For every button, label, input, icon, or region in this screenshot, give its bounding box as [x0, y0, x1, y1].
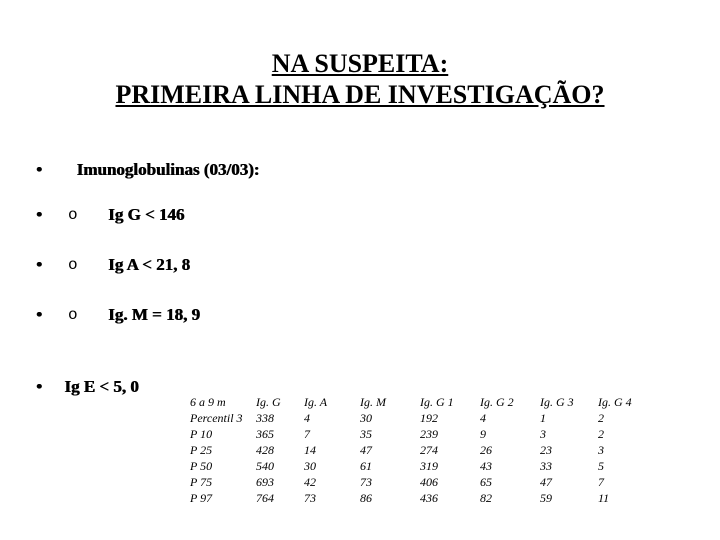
cell: 192	[420, 410, 480, 426]
column-header: Ig. G	[256, 394, 304, 410]
cell: 406	[420, 474, 480, 490]
column-header: Ig. G 3	[540, 394, 598, 410]
cell: 274	[420, 442, 480, 458]
title-line-2: PRIMEIRA LINHA DE INVESTIGAÇÃO?	[115, 80, 604, 109]
row-label: P 97	[190, 490, 256, 506]
section-heading: • Imunoglobulinas (03/03):	[36, 160, 259, 180]
cell: 764	[256, 490, 304, 506]
column-header: Ig. G 1	[420, 394, 480, 410]
cell: 47	[360, 442, 420, 458]
cell: 1	[540, 410, 598, 426]
column-header: Ig. G 2	[480, 394, 540, 410]
row-label: 6 a 9 m	[190, 394, 256, 410]
table-column: Ig. A 4 7 14 30 42 73	[304, 394, 360, 506]
cell: 7	[304, 426, 360, 442]
cell: 319	[420, 458, 480, 474]
bullet-icon: •	[36, 255, 50, 275]
cell: 59	[540, 490, 598, 506]
table-column: Ig. G 2 4 9 26 43 65 82	[480, 394, 540, 506]
cell: 73	[304, 490, 360, 506]
cell: 82	[480, 490, 540, 506]
cell: 86	[360, 490, 420, 506]
cell: 5	[598, 458, 638, 474]
list-item: • o Ig. M = 18, 9	[36, 305, 200, 325]
section-label: Imunoglobulinas (03/03):	[77, 160, 260, 179]
cell: 436	[420, 490, 480, 506]
ig-m-value: Ig. M = 18, 9	[108, 305, 200, 325]
cell: 30	[360, 410, 420, 426]
column-header: Ig. M	[360, 394, 420, 410]
table-column: Ig. G 3 1 3 23 33 47 59	[540, 394, 598, 506]
cell: 33	[540, 458, 598, 474]
cell: 23	[540, 442, 598, 458]
bullet-list: • o Ig G < 146 • o Ig A < 21, 8 • o Ig. …	[36, 205, 200, 355]
ig-e-value: Ig E < 5, 0	[64, 377, 138, 396]
bullet-icon: •	[36, 160, 50, 180]
cell: 61	[360, 458, 420, 474]
bullet-icon: •	[36, 377, 60, 397]
cell: 693	[256, 474, 304, 490]
ig-a-value: Ig A < 21, 8	[108, 255, 190, 275]
cell: 3	[598, 442, 638, 458]
subbullet-icon: o	[68, 206, 108, 224]
reference-table: 6 a 9 m Percentil 3 P 10 P 25 P 50 P 75 …	[190, 394, 638, 506]
list-item: • o Ig G < 146	[36, 205, 200, 225]
row-label: P 50	[190, 458, 256, 474]
cell: 73	[360, 474, 420, 490]
subbullet-icon: o	[68, 256, 108, 274]
table-column: Ig. G 338 365 428 540 693 764	[256, 394, 304, 506]
table-column: Ig. G 1 192 239 274 319 406 436	[420, 394, 480, 506]
bullet-icon: •	[36, 305, 50, 325]
cell: 7	[598, 474, 638, 490]
cell: 11	[598, 490, 638, 506]
cell: 239	[420, 426, 480, 442]
cell: 35	[360, 426, 420, 442]
row-label: Percentil 3	[190, 410, 256, 426]
cell: 4	[304, 410, 360, 426]
cell: 65	[480, 474, 540, 490]
cell: 26	[480, 442, 540, 458]
slide-title: NA SUSPEITA: PRIMEIRA LINHA DE INVESTIGA…	[0, 48, 720, 110]
cell: 540	[256, 458, 304, 474]
cell: 3	[540, 426, 598, 442]
cell: 365	[256, 426, 304, 442]
cell: 42	[304, 474, 360, 490]
cell: 43	[480, 458, 540, 474]
cell: 2	[598, 410, 638, 426]
cell: 30	[304, 458, 360, 474]
cell: 2	[598, 426, 638, 442]
row-label: P 25	[190, 442, 256, 458]
title-line-1: NA SUSPEITA:	[272, 49, 449, 78]
cell: 9	[480, 426, 540, 442]
list-item: • Ig E < 5, 0	[36, 377, 139, 397]
list-item: • o Ig A < 21, 8	[36, 255, 200, 275]
table-row-labels: 6 a 9 m Percentil 3 P 10 P 25 P 50 P 75 …	[190, 394, 256, 506]
ig-g-value: Ig G < 146	[108, 205, 184, 225]
table-column: Ig. G 4 2 2 3 5 7 11	[598, 394, 638, 506]
column-header: Ig. G 4	[598, 394, 638, 410]
slide: NA SUSPEITA: PRIMEIRA LINHA DE INVESTIGA…	[0, 0, 720, 540]
table-column: Ig. M 30 35 47 61 73 86	[360, 394, 420, 506]
subbullet-icon: o	[68, 306, 108, 324]
cell: 4	[480, 410, 540, 426]
cell: 428	[256, 442, 304, 458]
cell: 338	[256, 410, 304, 426]
bullet-icon: •	[36, 205, 50, 225]
column-header: Ig. A	[304, 394, 360, 410]
cell: 14	[304, 442, 360, 458]
cell: 47	[540, 474, 598, 490]
row-label: P 10	[190, 426, 256, 442]
row-label: P 75	[190, 474, 256, 490]
